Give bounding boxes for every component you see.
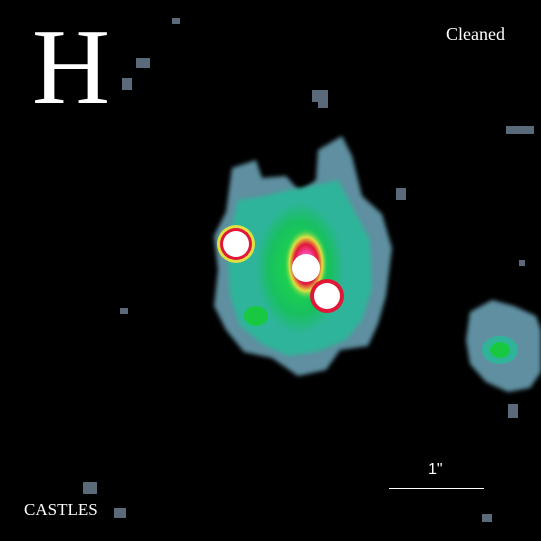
companion-galaxy [466,300,541,392]
scale-bar [389,488,484,489]
band-label: H [32,8,110,127]
quasar-images [217,225,344,313]
scale-bar-label: 1" [428,461,443,478]
noise-specks [83,18,534,522]
processing-status: Cleaned [446,24,505,44]
credit-label: CASTLES [24,500,98,519]
